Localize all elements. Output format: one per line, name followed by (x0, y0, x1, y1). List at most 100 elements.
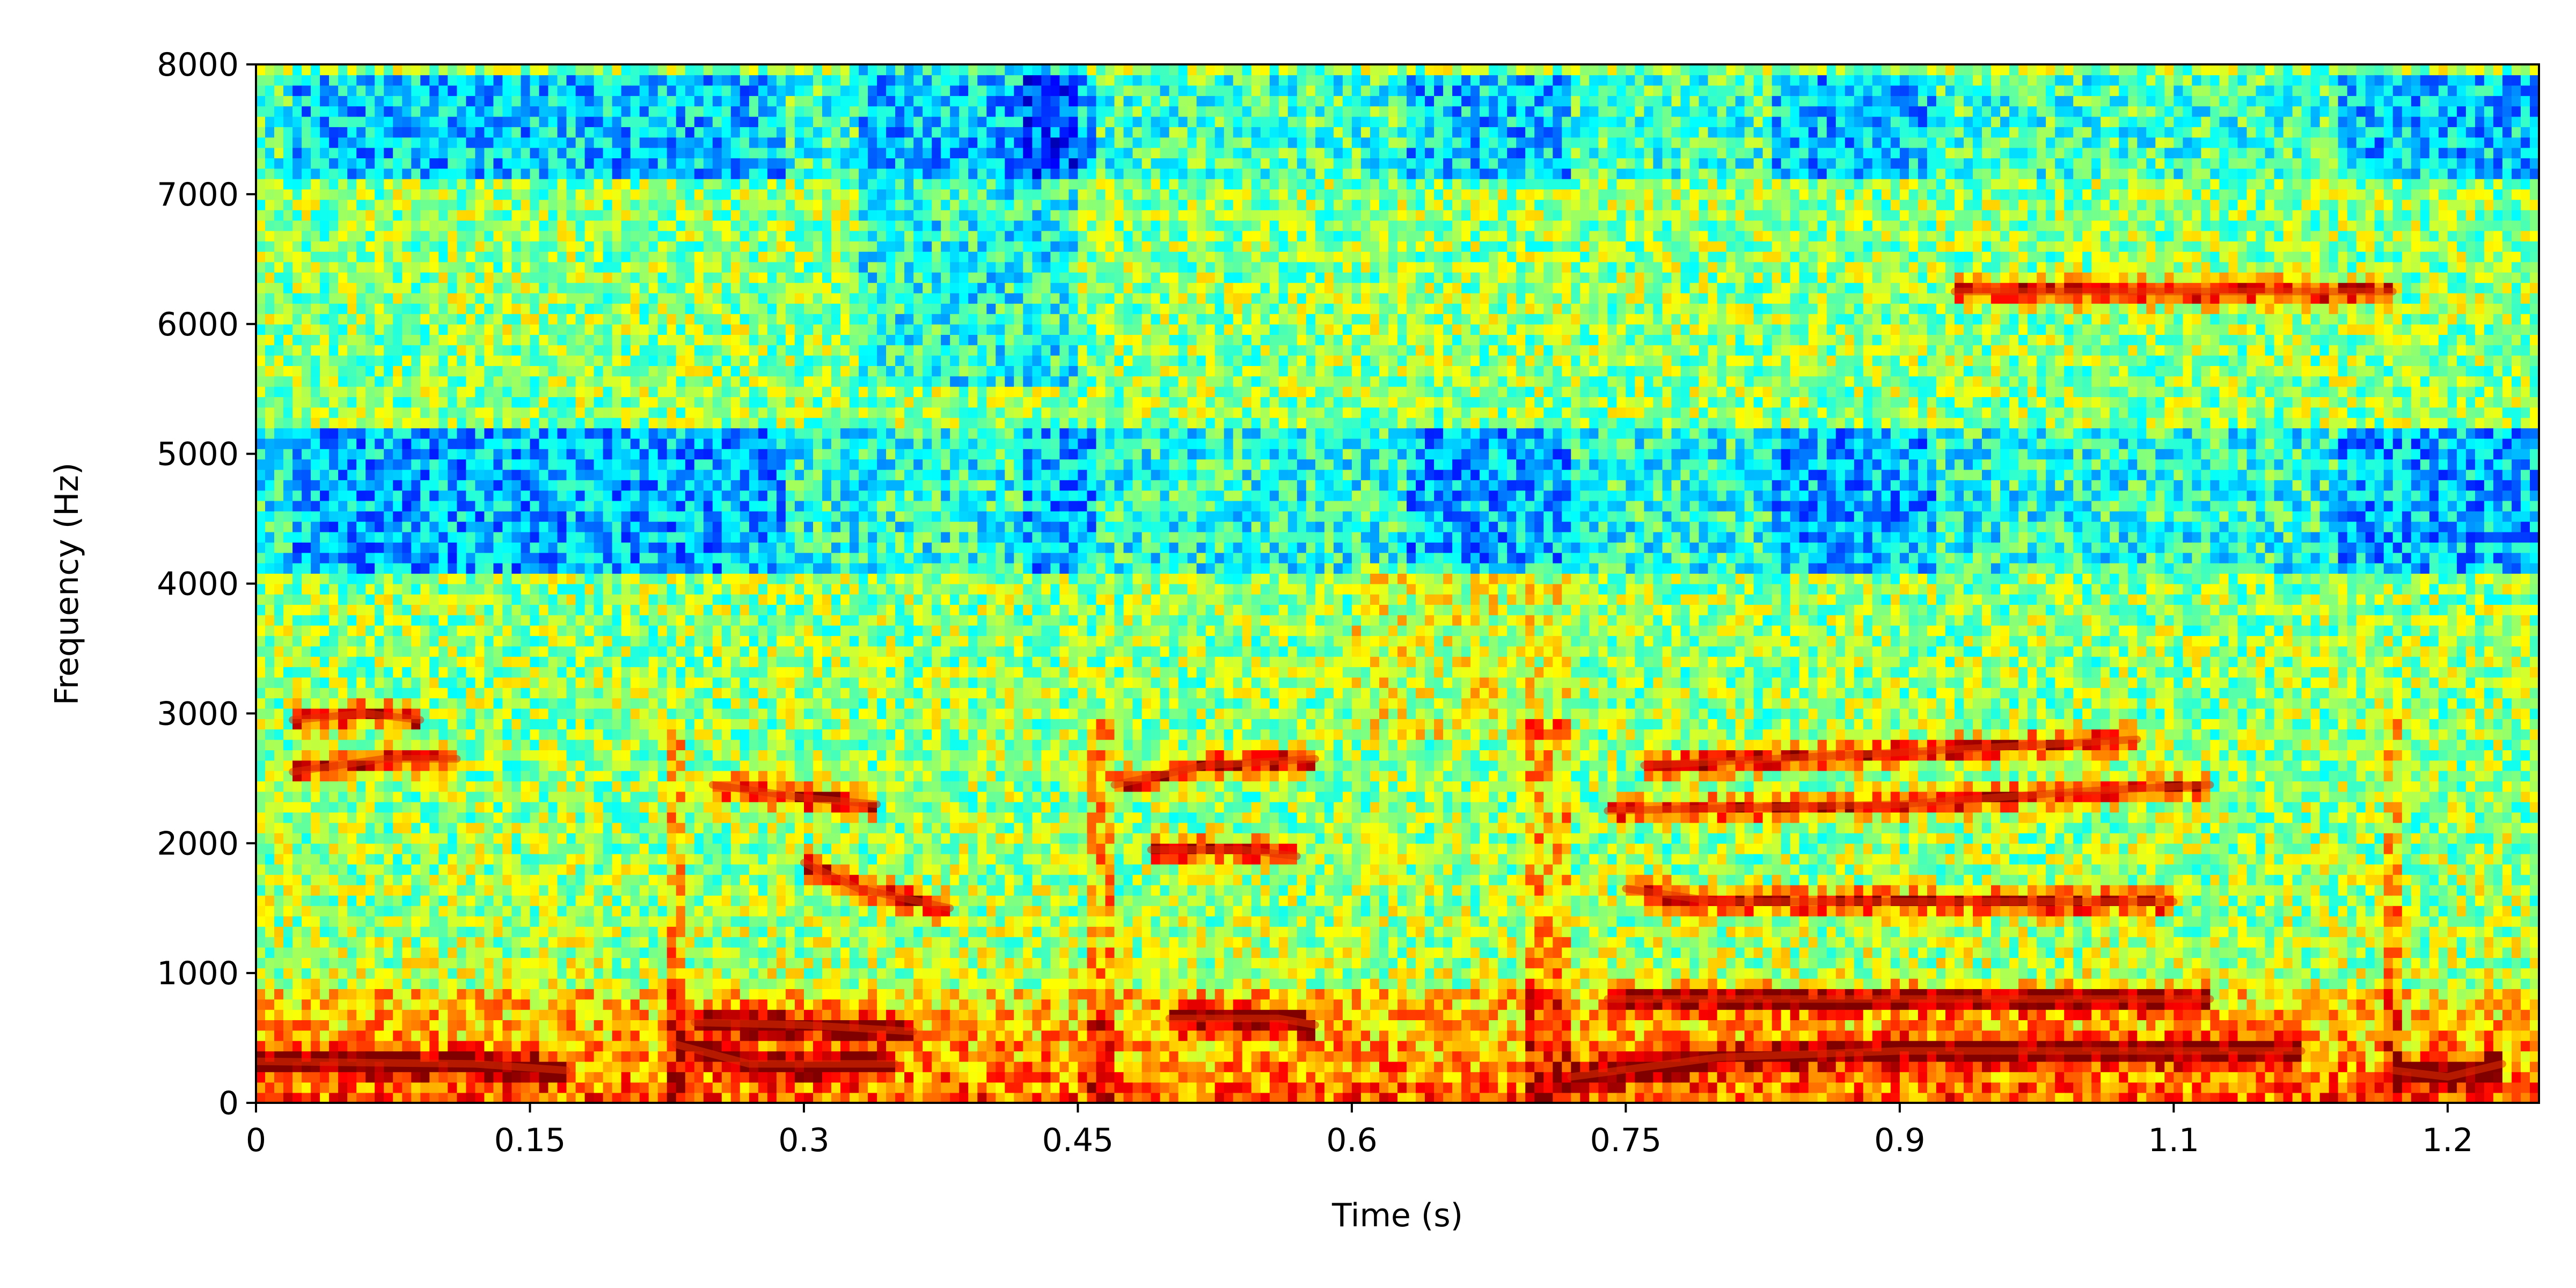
heatmap-cell (393, 594, 402, 605)
heatmap-cell (283, 584, 293, 595)
heatmap-cell (393, 355, 402, 366)
heatmap-cell (292, 418, 302, 428)
heatmap-cell (265, 449, 275, 459)
heatmap-cell (347, 615, 357, 626)
heatmap-cell (320, 615, 330, 626)
heatmap-cell (320, 262, 330, 273)
heatmap-cell (365, 397, 375, 407)
heatmap-cell (411, 978, 421, 989)
heatmap-cell (365, 470, 375, 480)
heatmap-cell (393, 573, 402, 584)
heatmap-cell (356, 324, 366, 335)
heatmap-cell (393, 324, 402, 335)
heatmap-cell (356, 418, 366, 428)
heatmap-cell (311, 687, 320, 698)
heatmap-cell (329, 1082, 339, 1093)
heatmap-cell (356, 386, 366, 397)
heatmap-cell (320, 449, 330, 459)
heatmap-cell (329, 521, 339, 532)
heatmap-cell (347, 272, 357, 283)
heatmap-cell (375, 251, 384, 262)
heatmap-cell (356, 646, 366, 657)
heatmap-cell (402, 563, 412, 574)
heatmap-cell (292, 241, 302, 252)
heatmap-cell (393, 740, 402, 750)
heatmap-cell (302, 916, 311, 927)
heatmap-cell (329, 365, 339, 376)
heatmap-cell (302, 656, 311, 667)
heatmap-cell (256, 158, 266, 169)
heatmap-cell (338, 625, 348, 636)
heatmap-cell (365, 158, 375, 169)
heatmap-cell (338, 262, 348, 273)
heatmap-cell (347, 376, 357, 387)
heatmap-cell (365, 812, 375, 823)
heatmap-cell (283, 905, 293, 916)
heatmap-cell (265, 148, 275, 158)
heatmap-cell (365, 604, 375, 615)
heatmap-cell (384, 189, 393, 200)
heatmap-cell (384, 501, 393, 511)
heatmap-cell (356, 1020, 366, 1030)
heatmap-cell (402, 397, 412, 407)
heatmap-cell (320, 584, 330, 595)
heatmap-cell (375, 916, 384, 927)
heatmap-cell (283, 874, 293, 885)
heatmap-cell (411, 241, 421, 252)
heatmap-cell (411, 885, 421, 896)
heatmap-cell (420, 833, 430, 844)
heatmap-cell (365, 656, 375, 667)
heatmap-cell (302, 438, 311, 449)
heatmap-cell (375, 1082, 384, 1093)
heatmap-cell (256, 532, 266, 543)
heatmap-cell (256, 729, 266, 740)
heatmap-cell (338, 542, 348, 553)
heatmap-cell (338, 355, 348, 366)
heatmap-cell (347, 656, 357, 667)
heatmap-cell (256, 272, 266, 283)
heatmap-cell (420, 646, 430, 657)
heatmap-cell (384, 563, 393, 574)
heatmap-cell (283, 687, 293, 698)
heatmap-cell (256, 812, 266, 823)
heatmap-cell (320, 64, 330, 75)
heatmap-cell (320, 750, 330, 760)
heatmap-cell (320, 687, 330, 698)
heatmap-cell (311, 916, 320, 927)
heatmap-cell (329, 573, 339, 584)
heatmap-cell (292, 438, 302, 449)
heatmap-cell (402, 625, 412, 636)
heatmap-cell (356, 470, 366, 480)
heatmap-cell (265, 262, 275, 273)
heatmap-cell (402, 916, 412, 927)
heatmap-cell (384, 968, 393, 979)
heatmap-cell (420, 740, 430, 750)
heatmap-cell (311, 480, 320, 491)
heatmap-cell (356, 480, 366, 491)
heatmap-cell (347, 282, 357, 293)
heatmap-cell (292, 64, 302, 75)
heatmap-cell (375, 85, 384, 96)
heatmap-cell (292, 895, 302, 906)
heatmap-cell (292, 1009, 302, 1020)
heatmap-cell (411, 210, 421, 221)
heatmap-cell (311, 802, 320, 813)
heatmap-cell (411, 64, 421, 75)
heatmap-cell (256, 293, 266, 304)
heatmap-cell (320, 282, 330, 293)
heatmap-cell (375, 947, 384, 958)
heatmap-cell (274, 1082, 284, 1093)
heatmap-cell (375, 542, 384, 553)
heatmap-cell (393, 926, 402, 937)
heatmap-cell (292, 189, 302, 200)
heatmap-cell (274, 210, 284, 221)
heatmap-cell (283, 895, 293, 906)
heatmap-cell (292, 179, 302, 189)
heatmap-cell (274, 885, 284, 896)
heatmap-cell (420, 936, 430, 947)
heatmap-cell (329, 116, 339, 127)
heatmap-cell (402, 1030, 412, 1041)
heatmap-cell (375, 905, 384, 916)
heatmap-cell (411, 874, 421, 885)
heatmap-cell (311, 189, 320, 200)
